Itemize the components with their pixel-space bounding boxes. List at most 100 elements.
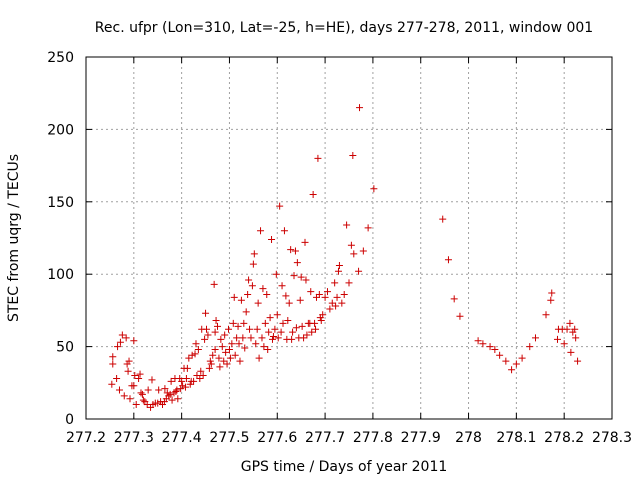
data-point-marker: [126, 395, 134, 403]
data-point-marker: [309, 191, 317, 199]
data-point-marker: [196, 374, 204, 382]
x-axis-label: GPS time / Days of year 2011: [241, 459, 448, 475]
data-point-marker: [144, 386, 152, 394]
data-point-marker: [167, 377, 175, 385]
data-point-marker: [288, 335, 296, 343]
data-point-marker: [228, 340, 236, 348]
data-point-marker: [217, 335, 225, 343]
data-point-marker: [211, 345, 219, 353]
data-point-marker: [247, 334, 255, 342]
data-point-marker: [293, 259, 301, 267]
x-tick-label: 277.2: [66, 430, 106, 446]
y-tick-label: 200: [47, 122, 74, 138]
data-point-marker: [566, 319, 574, 327]
data-point-marker: [210, 280, 218, 288]
data-point-marker: [474, 337, 482, 345]
data-point-marker: [220, 357, 228, 365]
data-point-marker: [547, 296, 555, 304]
data-point-marker: [201, 335, 209, 343]
x-tick-label: 277.4: [162, 430, 202, 446]
data-point-marker: [319, 311, 327, 319]
x-tick-label: 277.9: [401, 430, 441, 446]
data-point-marker: [263, 290, 271, 298]
data-point-marker: [172, 387, 180, 395]
data-point-marker: [252, 340, 260, 348]
data-point-marker: [191, 350, 199, 358]
x-tick-label: 278: [455, 430, 482, 446]
data-point-marker: [268, 235, 276, 243]
data-point-marker: [182, 374, 190, 382]
y-tick-label: 150: [47, 195, 74, 211]
data-point-marker: [574, 357, 582, 365]
data-point-marker: [240, 319, 248, 327]
y-axis-label: STEC from uqrg / TECUs: [6, 154, 22, 322]
data-point-marker: [245, 276, 253, 284]
data-point-marker: [124, 367, 132, 375]
data-point-marker: [508, 366, 516, 374]
data-point-marker: [181, 383, 189, 391]
data-point-marker: [239, 334, 247, 342]
y-tick-label: 50: [56, 340, 74, 356]
data-point-marker: [315, 290, 323, 298]
data-point-marker: [274, 334, 282, 342]
data-point-marker: [370, 185, 378, 193]
data-point-marker: [108, 380, 116, 388]
data-point-marker: [268, 335, 276, 343]
data-point-marker: [194, 345, 202, 353]
data-point-marker: [223, 360, 231, 368]
data-point-marker: [548, 289, 556, 297]
data-point-marker: [233, 334, 241, 342]
data-point-marker: [364, 224, 372, 232]
data-point-marker: [486, 343, 494, 351]
axis-ticks: 277.2 277.3 277.4 277.5 277.6 277.7 277.8 277.9…: [47, 50, 632, 446]
data-point-marker: [287, 246, 295, 254]
data-point-marker: [161, 385, 169, 393]
data-point-marker: [284, 317, 292, 325]
data-point-marker: [479, 340, 487, 348]
data-point-marker: [359, 247, 367, 255]
data-point-marker: [269, 332, 277, 340]
data-point-marker: [168, 396, 176, 404]
x-tick-label: 277.7: [305, 430, 345, 446]
data-point-marker: [297, 273, 305, 281]
data-point-marker: [326, 305, 334, 313]
data-point-marker: [321, 293, 329, 301]
data-point-marker: [290, 272, 298, 280]
data-point-marker: [349, 151, 357, 159]
data-point-marker: [282, 292, 290, 300]
data-point-marker: [278, 282, 286, 290]
data-point-marker: [203, 325, 211, 333]
data-point-marker: [289, 328, 297, 336]
data-point-marker: [215, 354, 223, 362]
data-point-marker: [312, 325, 320, 333]
data-point-marker: [209, 351, 217, 359]
data-point-marker: [308, 328, 316, 336]
data-point-marker: [356, 104, 364, 112]
data-point-marker: [202, 309, 210, 317]
data-point-marker: [135, 374, 143, 382]
data-point-marker: [154, 399, 162, 407]
data-point-marker: [531, 334, 539, 342]
data-point-marker: [136, 370, 144, 378]
data-point-marker: [173, 386, 181, 394]
data-point-marker: [113, 374, 121, 382]
data-point-marker: [216, 363, 224, 371]
data-point-marker: [439, 215, 447, 223]
data-point-marker: [343, 221, 351, 229]
data-point-marker: [311, 319, 319, 327]
data-point-marker: [526, 343, 534, 351]
data-point-marker: [518, 354, 526, 362]
data-point-marker: [179, 382, 187, 390]
data-point-marker: [116, 338, 124, 346]
data-point-marker: [563, 325, 571, 333]
data-point-marker: [237, 296, 245, 304]
data-point-marker: [174, 395, 182, 403]
data-point-marker: [139, 396, 147, 404]
data-point-marker: [204, 331, 212, 339]
data-point-marker: [279, 319, 287, 327]
data-point-marker: [260, 343, 268, 351]
data-point-marker: [120, 392, 128, 400]
x-tick-label: 277.5: [209, 430, 249, 446]
data-point-marker: [229, 319, 237, 327]
data-point-marker: [317, 317, 325, 325]
